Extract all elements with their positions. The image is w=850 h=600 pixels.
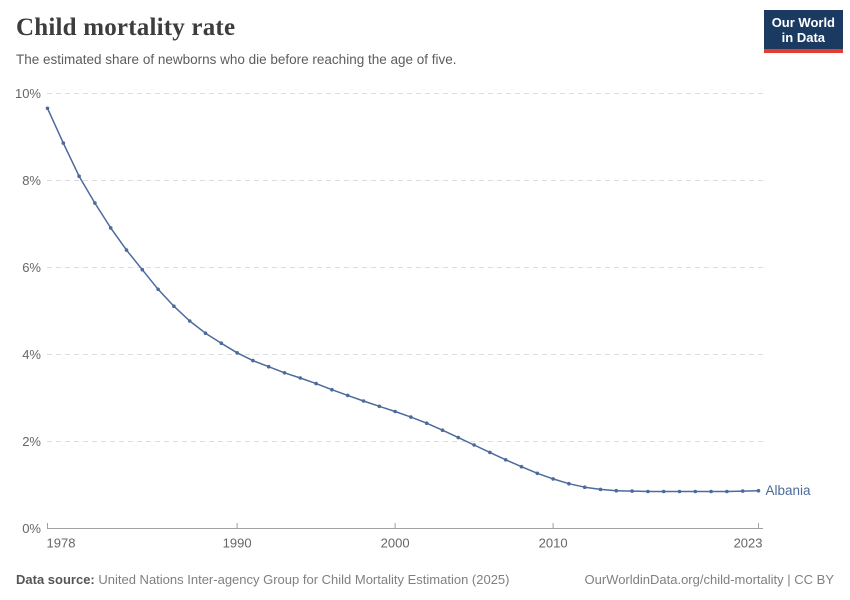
data-point (488, 450, 492, 455)
data-point (77, 174, 81, 178)
y-tick-label: 6% (22, 260, 41, 275)
data-point (61, 141, 66, 145)
data-point (187, 319, 192, 323)
data-point (582, 485, 587, 490)
data-point (551, 477, 555, 481)
data-point (298, 376, 303, 380)
data-point (409, 415, 413, 419)
chart-footer: Data source: United Nations Inter-agency… (16, 572, 834, 587)
data-point (677, 489, 682, 494)
chart-subtitle: The estimated share of newborns who die … (16, 52, 457, 67)
data-point (614, 488, 619, 493)
data-point (219, 341, 224, 346)
credit-line: OurWorldinData.org/child-mortality | CC … (584, 572, 835, 587)
owid-logo-line1: Our World (771, 15, 835, 30)
x-tick-label: 1990 (223, 536, 252, 551)
data-point (709, 489, 713, 494)
data-point (266, 364, 271, 369)
data-point (393, 409, 397, 414)
data-point (646, 489, 650, 494)
data-point (472, 443, 476, 447)
data-source-note: Data source: United Nations Inter-agency… (16, 572, 510, 587)
data-point (235, 351, 239, 355)
data-point (45, 106, 50, 111)
x-tick-label: 2000 (381, 536, 410, 551)
data-point (756, 488, 761, 493)
data-source-text: United Nations Inter-agency Group for Ch… (94, 572, 510, 587)
data-point (314, 381, 318, 386)
x-tick-label: 2010 (539, 536, 568, 551)
data-point (330, 387, 334, 392)
y-tick-label: 0% (22, 521, 41, 536)
data-point (156, 287, 160, 292)
data-point (519, 464, 524, 469)
data-point (172, 304, 176, 309)
data-point (251, 358, 255, 363)
data-point (456, 435, 461, 440)
data-source-label: Data source: (16, 572, 95, 587)
data-point (140, 267, 145, 272)
owid-logo-line2: in Data (781, 30, 826, 45)
data-line (46, 107, 760, 493)
data-point (503, 458, 508, 462)
data-point (661, 489, 666, 494)
data-point (598, 487, 603, 492)
y-tick-label: 4% (22, 347, 41, 362)
data-point (377, 404, 382, 409)
data-point (345, 393, 350, 398)
y-tick-label: 10% (15, 86, 41, 101)
data-point (108, 226, 113, 230)
data-point (124, 248, 129, 252)
data-point (282, 371, 287, 375)
data-point (725, 489, 729, 494)
data-point (740, 489, 745, 493)
data-point (630, 489, 634, 493)
data-point (93, 201, 97, 205)
y-tick-label: 8% (22, 173, 41, 188)
data-point (535, 471, 540, 476)
x-tick-label: 2023 (734, 536, 763, 551)
y-tick-label: 2% (22, 434, 41, 449)
owid-logo: Our World in Data (763, 10, 843, 53)
data-point (693, 489, 698, 494)
data-point (440, 428, 445, 433)
data-point (567, 481, 571, 486)
x-tick-label: 1978 (47, 536, 76, 551)
data-point (361, 399, 366, 403)
data-point (424, 421, 429, 426)
page-title: Child mortality rate (16, 14, 236, 41)
entity-label: Albania (766, 483, 812, 498)
data-point (203, 331, 208, 336)
